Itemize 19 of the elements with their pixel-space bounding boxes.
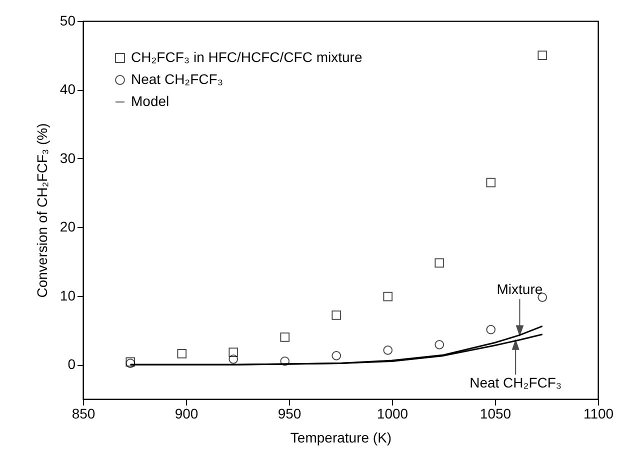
y-tick-label: 0: [68, 356, 76, 372]
legend-label: Model: [131, 93, 170, 109]
y-tick-label: 40: [60, 81, 76, 98]
y-tick-label: 30: [60, 150, 76, 166]
x-tick-label: 900: [174, 406, 198, 422]
x-tick-label: 950: [278, 406, 302, 422]
y-tick-label: 10: [60, 287, 76, 304]
x-tick-label: 850: [72, 406, 96, 422]
legend-label: CH₂FCF₃ in HFC/HCFC/CFC mixture: [131, 49, 362, 65]
x-axis-title: Temperature (K): [290, 430, 392, 446]
legend-label: Neat CH₂FCF₃: [131, 71, 224, 87]
x-tick-label: 1000: [376, 406, 408, 422]
annotation: Neat CH₂FCF₃: [470, 374, 562, 391]
y-tick-label: 50: [60, 12, 76, 28]
x-tick-label: 1050: [480, 406, 512, 422]
y-axis-title: Conversion of CH₂FCF₃ (%): [34, 123, 50, 298]
annotation: Mixture: [496, 281, 543, 298]
y-tick-label: 20: [60, 218, 76, 235]
x-tick-label: 1100: [583, 406, 614, 422]
